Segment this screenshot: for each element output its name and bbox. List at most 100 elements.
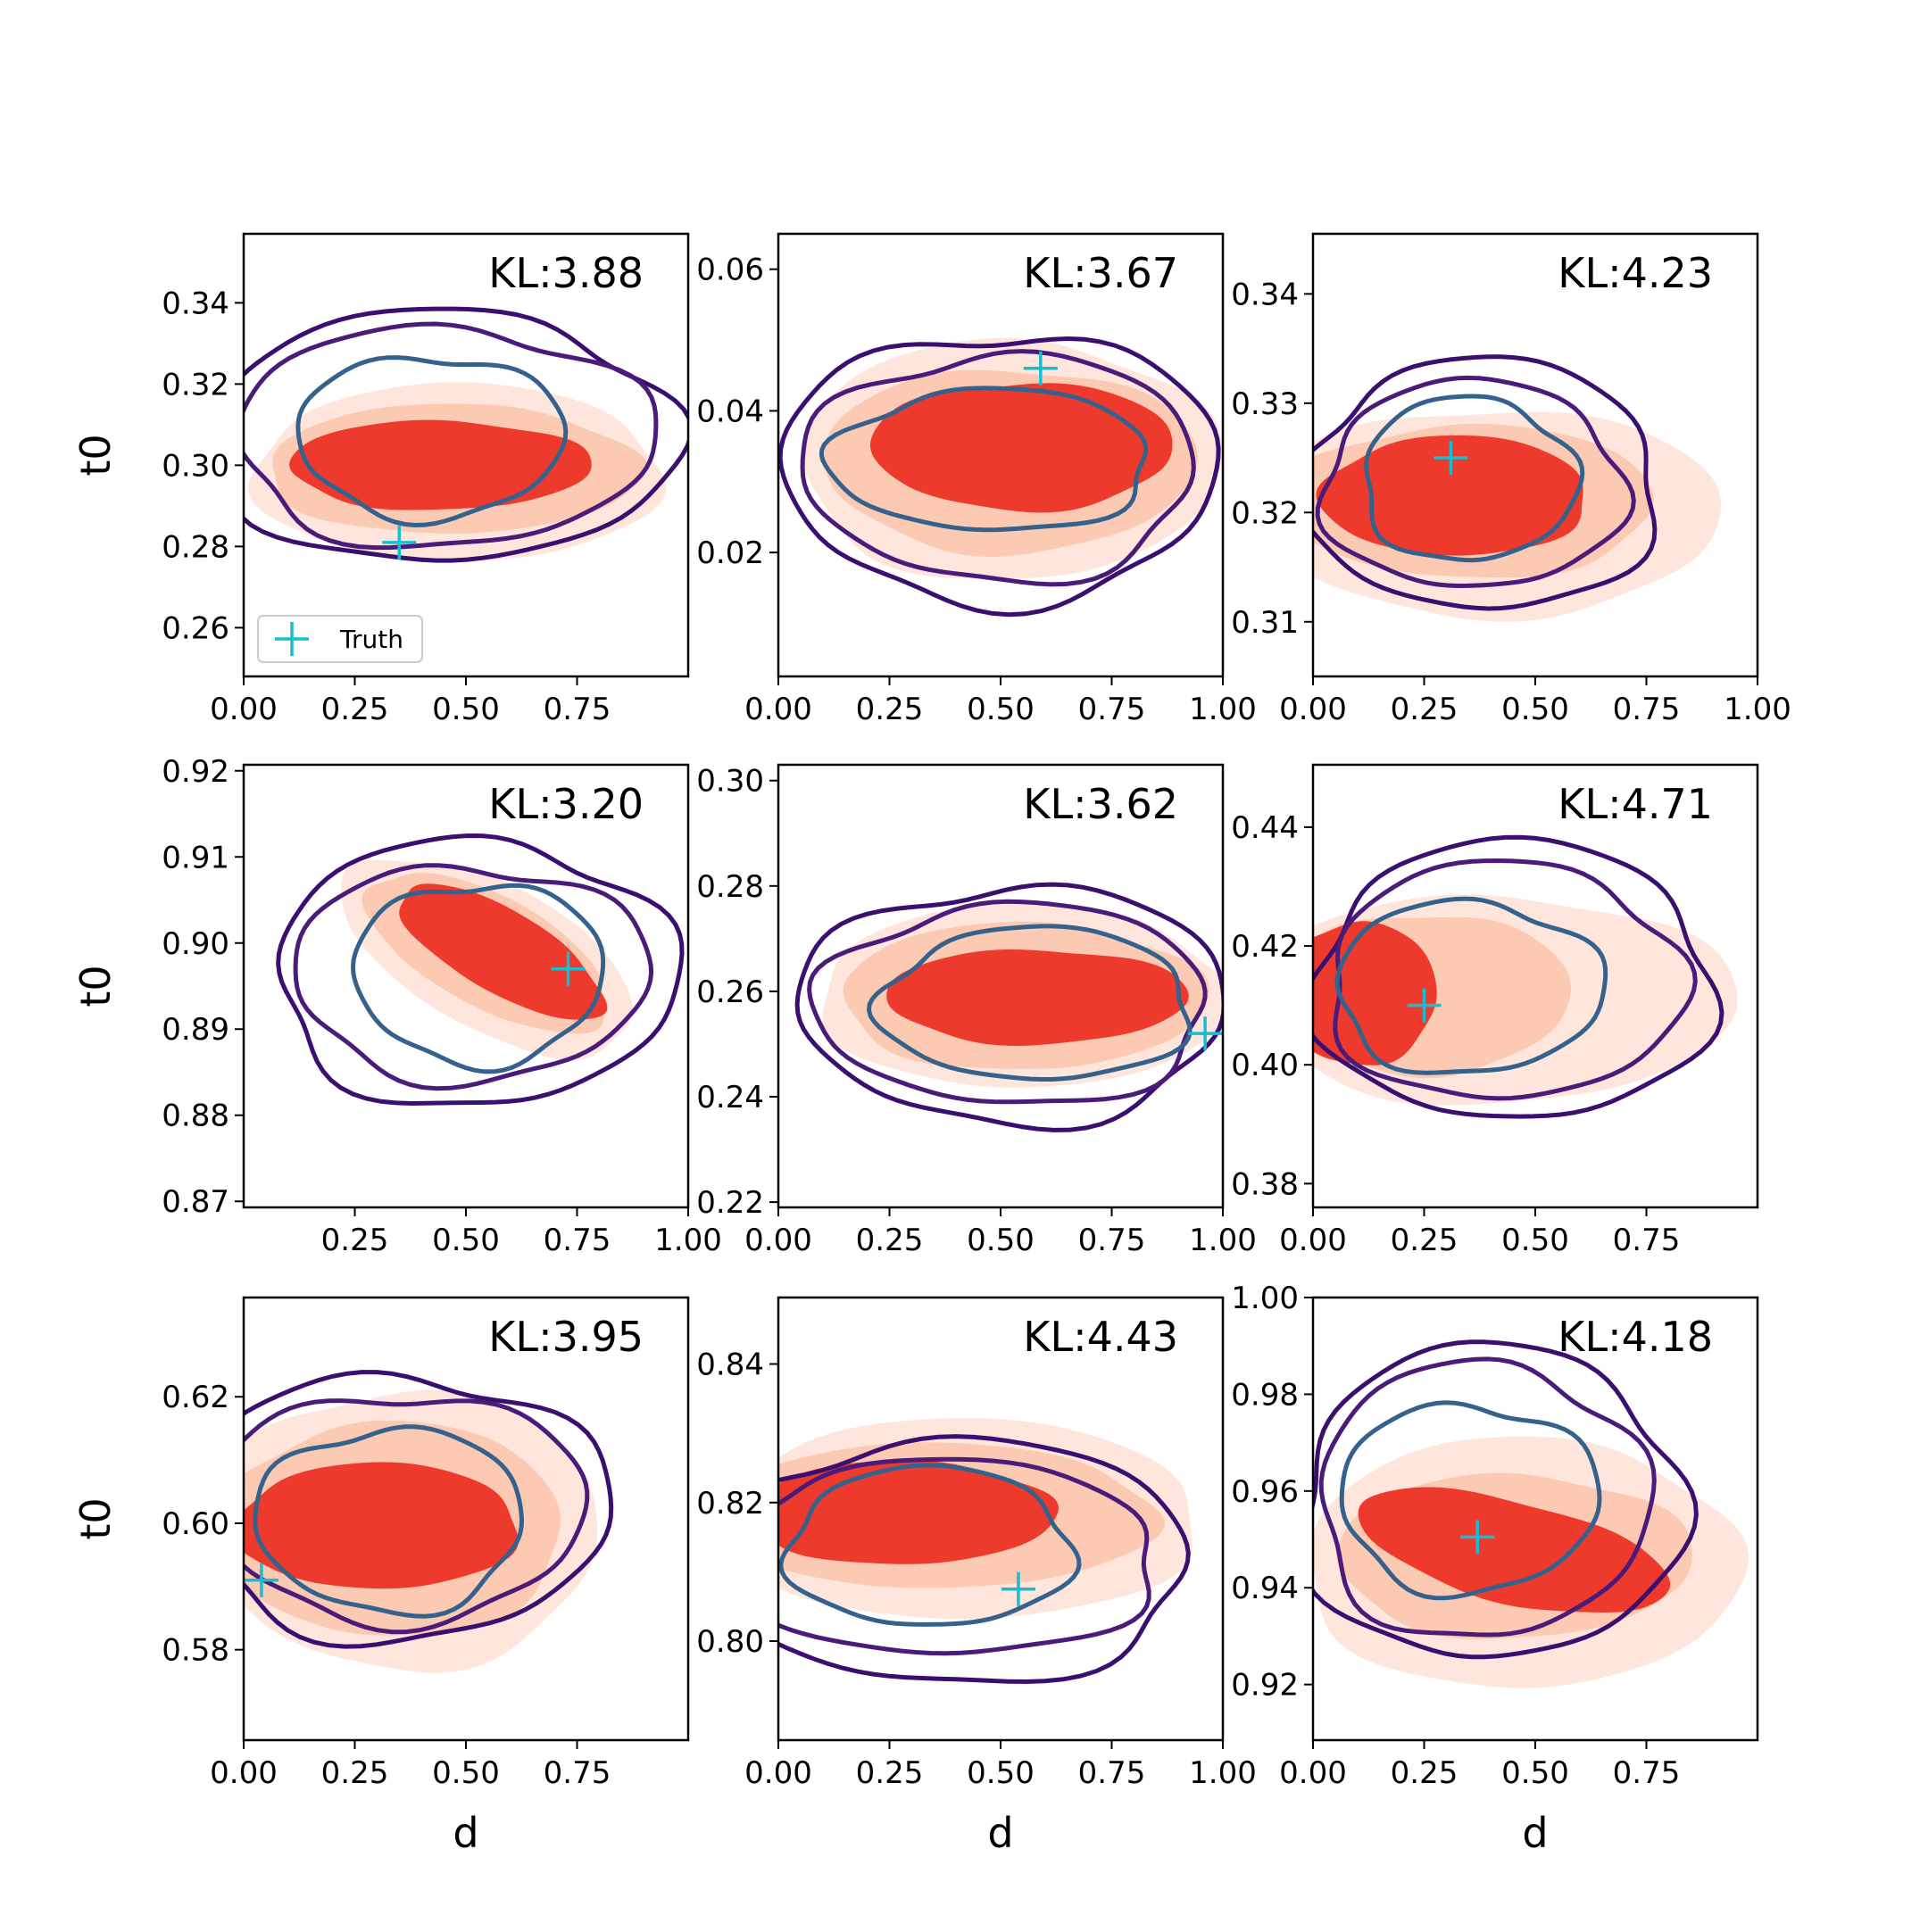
plot-area [1313, 354, 1722, 622]
kde-contour-line-3 [819, 386, 1149, 533]
y-axis-label: t0 [71, 965, 120, 1007]
kde-contour-line-3 [1334, 896, 1608, 1075]
kde-filled-level-3 [399, 883, 608, 1020]
y-tick-label: 0.32 [1231, 495, 1299, 531]
kde-contour-line-1 [794, 882, 1223, 1132]
y-tick-label: 0.89 [162, 1012, 229, 1048]
y-tick-label: 0.26 [696, 974, 764, 1010]
kl-annotation: KL:4.23 [1558, 249, 1713, 297]
x-tick-label: 0.50 [432, 1223, 500, 1258]
panel-4: 0.25 0.50 0.75 1.00 0.87 0.88 0.89 0.90 0.91 0.92… [71, 754, 722, 1258]
y-tick-label: 0.40 [1231, 1048, 1299, 1083]
y-tick-label: 0.44 [1231, 810, 1299, 846]
panel-6: 0.00 0.25 0.50 0.75 0.38 0.40 0.42 0.44 KL:4.71 [1231, 763, 1759, 1258]
kde-filled-level-3 [778, 1460, 1059, 1564]
x-tick-label: 0.50 [967, 692, 1035, 727]
x-tick-label: 0.00 [1279, 1223, 1347, 1258]
x-tick-label: 0.00 [744, 692, 812, 727]
y-tick-label: 0.88 [162, 1099, 229, 1134]
kde-filled-level-3 [289, 419, 592, 510]
x-tick-label: 0.25 [856, 692, 924, 727]
panel-2: 0.00 0.25 0.50 0.75 1.00 0.02 0.04 0.06 KL:3.67 [696, 232, 1257, 727]
y-axis-label: t0 [71, 434, 120, 476]
x-axis-label: d [1522, 1809, 1548, 1857]
y-tick-label: 0.60 [162, 1506, 229, 1542]
x-tick-label: 1.00 [1189, 692, 1257, 727]
y-tick-label: 0.22 [696, 1185, 764, 1221]
kde-contour-line-3 [778, 1463, 1082, 1627]
kde-contour-line-2 [1315, 375, 1636, 589]
x-tick-label: 0.25 [1391, 1223, 1458, 1258]
x-tick-label: 0.00 [210, 692, 278, 727]
y-tick-label: 0.84 [696, 1347, 764, 1383]
kde-contour-line-3 [253, 1424, 525, 1619]
y-tick-label: 0.31 [1231, 605, 1299, 641]
y-tick-label: 0.94 [1231, 1571, 1299, 1606]
y-tick-label: 0.33 [1231, 386, 1299, 422]
panel-3: 0.00 0.25 0.50 0.75 1.00 0.31 0.32 0.33 0.34 KL:4… [1231, 232, 1791, 727]
kde-contour-line-2 [807, 899, 1208, 1105]
y-tick-label: 0.42 [1231, 929, 1299, 965]
y-axis-label: t0 [71, 1497, 120, 1539]
kl-annotation: KL:3.20 [488, 780, 644, 828]
x-tick-label: 0.00 [1279, 692, 1347, 727]
y-tick-label: 0.62 [162, 1380, 229, 1415]
plot-area [244, 1370, 614, 1673]
x-tick-label: 0.50 [967, 1223, 1035, 1258]
x-tick-label: 0.25 [321, 692, 389, 727]
panel-9: 0.00 0.25 0.50 0.75 0.92 0.94 0.96 0.98 1.00 KL:4… [1231, 1281, 1759, 1857]
y-tick-label: 0.26 [162, 610, 229, 646]
x-tick-label: 0.00 [744, 1755, 812, 1791]
x-tick-label: 0.50 [1501, 1223, 1569, 1258]
y-tick-label: 0.04 [696, 394, 764, 429]
x-tick-label: 0.75 [1078, 692, 1146, 727]
y-tick-label: 0.82 [696, 1486, 764, 1522]
kl-annotation: KL:3.62 [1023, 780, 1178, 828]
x-tick-label: 0.50 [1501, 1755, 1569, 1791]
x-tick-label: 0.75 [544, 1755, 611, 1791]
plot-area [778, 336, 1222, 618]
y-tick-label: 0.96 [1231, 1474, 1299, 1510]
y-tick-label: 0.92 [1231, 1668, 1299, 1704]
kde-contour-line-1 [276, 833, 685, 1107]
panel-8: 0.00 0.25 0.50 0.75 1.00 0.80 0.82 0.84 KL:4.43 d [696, 1296, 1257, 1857]
x-axis-label: d [987, 1809, 1013, 1857]
truth-marker [1001, 1571, 1035, 1606]
legend: Truth [257, 615, 423, 663]
kde-contour-line-3 [866, 924, 1193, 1082]
truth-marker [382, 525, 417, 560]
kde-contour-line-2 [293, 863, 654, 1091]
x-tick-label: 1.00 [1189, 1755, 1257, 1791]
kde-contour-line-1 [244, 1370, 614, 1649]
x-tick-label: 0.00 [210, 1755, 278, 1791]
kde-contour-line-3 [295, 355, 569, 528]
y-tick-label: 0.32 [162, 367, 229, 402]
kde-filled-level-3 [244, 1462, 519, 1589]
truth-marker [244, 1563, 278, 1597]
x-tick-label: 0.25 [856, 1223, 924, 1258]
y-tick-label: 0.98 [1231, 1377, 1299, 1413]
kde-contour-line-3 [1339, 1400, 1602, 1601]
y-tick-label: 0.87 [162, 1184, 229, 1220]
x-tick-label: 1.00 [1189, 1223, 1257, 1258]
x-tick-label: 0.50 [432, 692, 500, 727]
kde-filled-level-3 [869, 383, 1173, 513]
x-tick-label: 0.00 [1279, 1755, 1347, 1791]
truth-marker [1188, 1016, 1223, 1051]
truth-marker [1434, 441, 1468, 476]
x-axis-label: d [453, 1809, 478, 1857]
kl-annotation: KL:4.71 [1558, 780, 1713, 828]
kde-contour-line-2 [778, 1456, 1151, 1656]
kde-contour-line-2 [244, 321, 659, 551]
x-tick-label: 0.50 [1501, 692, 1569, 727]
panel-1: 0.00 0.25 0.50 0.75 0.26 0.28 0.30 0.32 0.34 KL:3… [71, 232, 690, 727]
plot-area [276, 833, 685, 1107]
plot-area [778, 1418, 1193, 1685]
kde-contour-line-1 [778, 1434, 1191, 1685]
x-tick-label: 0.75 [1613, 692, 1681, 727]
truth-marker [551, 951, 586, 986]
kde-contour-line-3 [350, 883, 606, 1074]
plot-area [1313, 834, 1738, 1119]
y-tick-label: 0.30 [162, 448, 229, 484]
